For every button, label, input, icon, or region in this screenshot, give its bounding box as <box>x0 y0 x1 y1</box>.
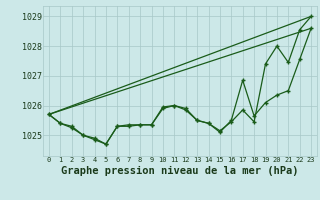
X-axis label: Graphe pression niveau de la mer (hPa): Graphe pression niveau de la mer (hPa) <box>61 166 299 176</box>
